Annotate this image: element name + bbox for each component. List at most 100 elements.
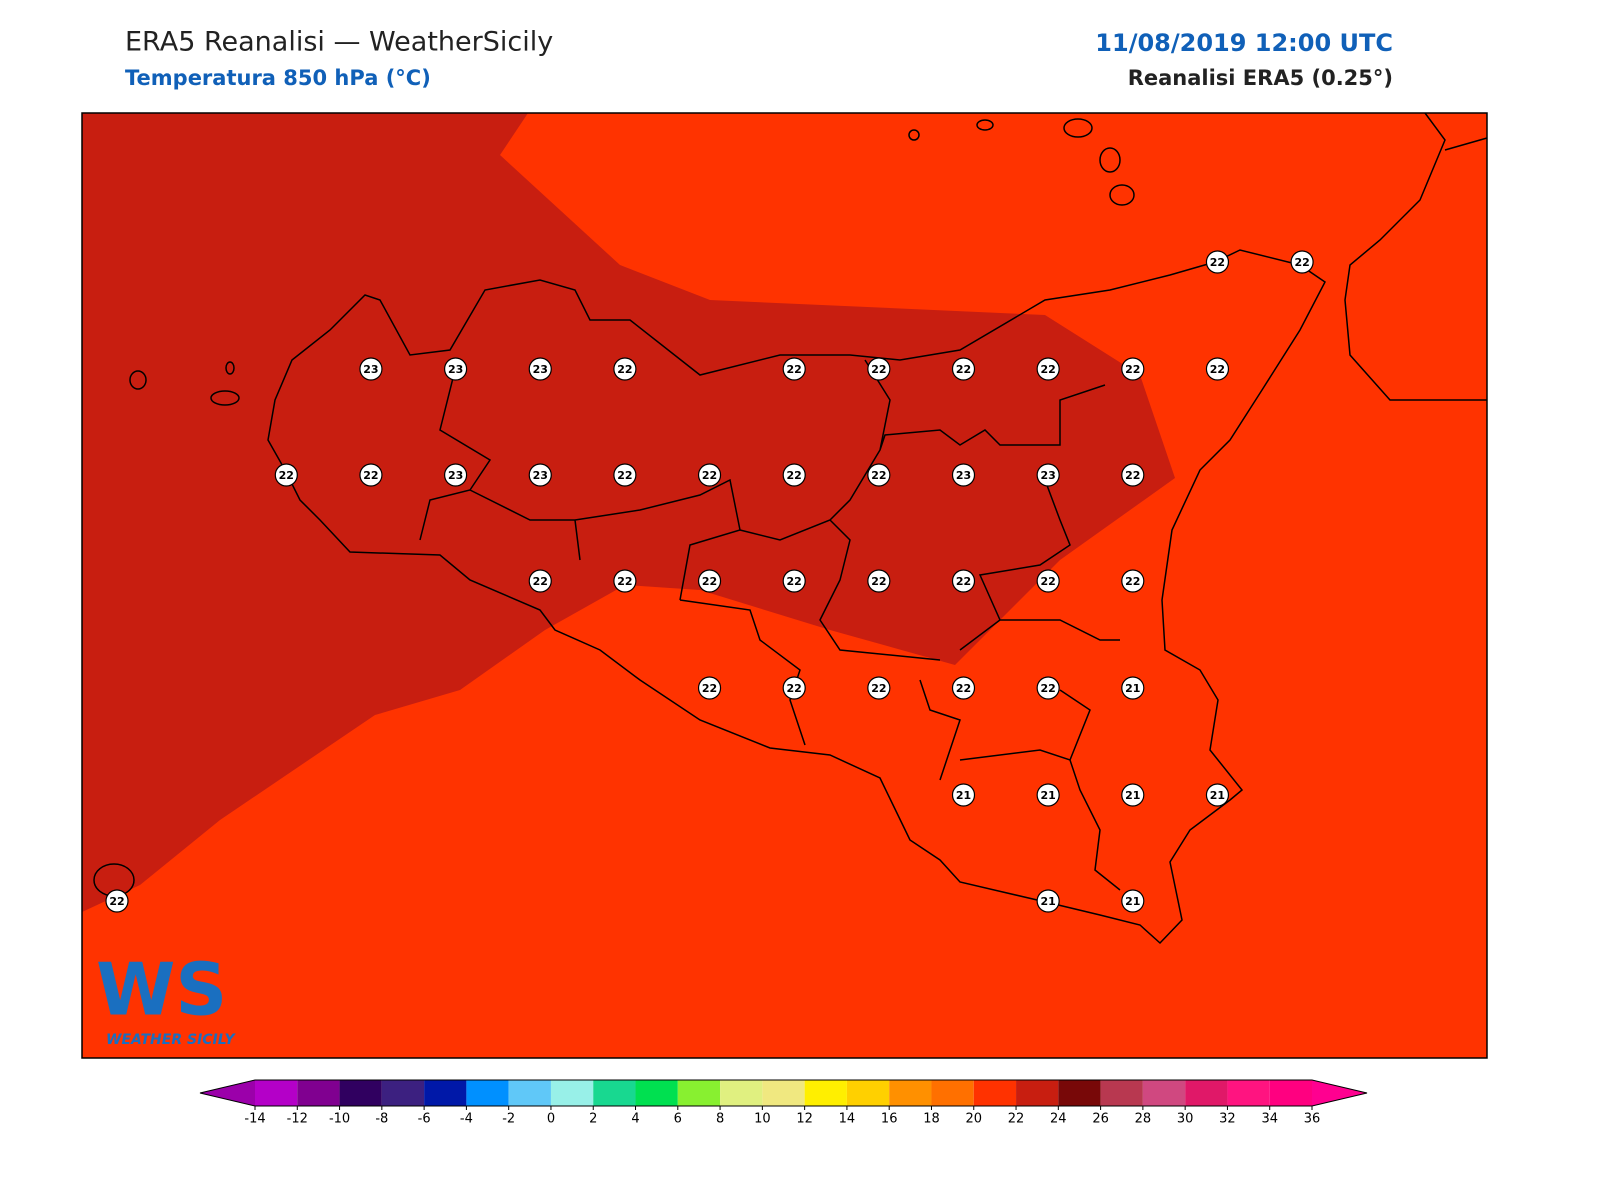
station-marker xyxy=(951,357,976,381)
station-marker xyxy=(1036,569,1060,593)
station-marker xyxy=(274,463,298,487)
station-value: 22 xyxy=(871,469,886,482)
colorbar-tick-label: -10 xyxy=(329,1112,350,1127)
station-marker xyxy=(528,463,552,487)
station-value: 22 xyxy=(1125,363,1140,376)
colorbar-tick-label: 30 xyxy=(1177,1112,1194,1127)
station-value: 22 xyxy=(1294,256,1309,269)
colorbar-tick-label: 34 xyxy=(1261,1112,1278,1127)
station-marker xyxy=(951,676,976,700)
map: 22 22 23 23 23 22 22 22 22 22 22 22 22 22 23 23 22 22 22 22… xyxy=(81,112,1488,1059)
colorbar-tick-label: 36 xyxy=(1304,1112,1321,1127)
colorbar-box xyxy=(1142,1080,1186,1106)
station-marker xyxy=(1121,889,1145,913)
station-value: 22 xyxy=(787,682,802,695)
station-marker xyxy=(1036,357,1060,381)
station-marker xyxy=(697,569,722,593)
colorbar-box xyxy=(339,1080,382,1106)
station-value: 23 xyxy=(956,469,971,482)
station-value: 21 xyxy=(1040,895,1055,908)
station-value: 23 xyxy=(448,363,463,376)
station-marker xyxy=(105,889,129,913)
calabria-coast xyxy=(1344,112,1488,401)
station-marker xyxy=(1205,250,1230,274)
colorbar-tick-label: -6 xyxy=(418,1112,431,1127)
colorbar-tick-label: 2 xyxy=(589,1112,597,1127)
colorbar-tick-label: 24 xyxy=(1050,1112,1067,1127)
station-value: 22 xyxy=(871,575,886,588)
station-marker xyxy=(697,463,722,487)
station-marker xyxy=(867,463,891,487)
colorbar-box xyxy=(846,1080,890,1106)
colorbar-box xyxy=(1016,1080,1059,1106)
source: Reanalisi ERA5 (0.25°) xyxy=(1128,66,1393,90)
station-marker xyxy=(951,569,976,593)
station-value: 22 xyxy=(1125,469,1140,482)
colorbar-tick-label: 16 xyxy=(881,1112,898,1127)
station-marker xyxy=(867,569,891,593)
colorbar-tick-label: 26 xyxy=(1092,1112,1109,1127)
station-marker xyxy=(528,357,552,381)
colorbar-box xyxy=(1269,1080,1312,1106)
station-value: 23 xyxy=(1040,469,1055,482)
station-value: 22 xyxy=(533,575,548,588)
station-value: 21 xyxy=(1125,682,1140,695)
colorbar-tick-label: 6 xyxy=(674,1112,682,1127)
logo: WS WEATHER SICILY xyxy=(96,948,237,1048)
station-value: 21 xyxy=(1125,789,1140,802)
date: 11/08/2019 12:00 UTC xyxy=(1095,29,1393,57)
map-frame xyxy=(81,112,1488,1059)
station-value: 22 xyxy=(702,469,717,482)
colorbar-box xyxy=(720,1080,763,1106)
station-marker xyxy=(1036,783,1060,807)
colorbar-box xyxy=(973,1080,1017,1106)
station-value: 22 xyxy=(617,363,632,376)
station-value: 22 xyxy=(871,363,886,376)
station-marker xyxy=(613,569,637,593)
station-marker xyxy=(951,783,976,807)
colorbar-box xyxy=(466,1080,509,1106)
station-value: 22 xyxy=(363,469,378,482)
colorbar-box xyxy=(762,1080,805,1106)
colorbar-box xyxy=(1100,1080,1143,1106)
colorbar-tick-label: 4 xyxy=(631,1112,639,1127)
station-value: 22 xyxy=(1040,575,1055,588)
colorbar-box xyxy=(508,1080,551,1106)
station-value: 21 xyxy=(1040,789,1055,802)
colorbar-tick-label: 12 xyxy=(796,1112,813,1127)
station-value: 22 xyxy=(109,895,124,908)
station-value: 22 xyxy=(702,575,717,588)
station-marker xyxy=(1290,250,1314,274)
station-value: 22 xyxy=(1125,575,1140,588)
station-marker xyxy=(613,463,637,487)
station-value: 21 xyxy=(1210,789,1225,802)
colorbar-box xyxy=(1185,1080,1228,1106)
colorbar-box xyxy=(381,1080,425,1106)
province-borders xyxy=(419,359,1121,891)
subtitle: Temperatura 850 hPa (°C) xyxy=(125,66,431,90)
station-marker xyxy=(867,676,891,700)
station-marker xyxy=(359,357,383,381)
title: ERA5 Reanalisi — WeatherSicily xyxy=(125,27,553,58)
colorbar-tick-label: 28 xyxy=(1135,1112,1152,1127)
station-value: 22 xyxy=(702,682,717,695)
colorbar-tick-label: 10 xyxy=(754,1112,771,1127)
station-value: 21 xyxy=(956,789,971,802)
station-value: 22 xyxy=(787,363,802,376)
station-marker xyxy=(444,357,468,381)
colorbar-tick-label: 32 xyxy=(1219,1112,1236,1127)
station-value: 22 xyxy=(1210,363,1225,376)
station-marker xyxy=(1205,783,1230,807)
station-value: 22 xyxy=(1040,682,1055,695)
station-value: 22 xyxy=(956,575,971,588)
colorbar-tick-label: 20 xyxy=(965,1112,982,1127)
colorbar: -14 -12 -10 -8 -6 -4 -2 0 2 4 6 8 10 12 14 16 18 20 22 24 26… xyxy=(199,1079,1368,1127)
colorbar-tick-label: 14 xyxy=(839,1112,856,1127)
station-marker xyxy=(1205,357,1230,381)
coastline xyxy=(267,249,1326,945)
colorbar-box xyxy=(931,1080,974,1106)
islands xyxy=(93,118,1135,897)
station-value: 22 xyxy=(617,469,632,482)
station-marker xyxy=(1036,463,1060,487)
station-value: 22 xyxy=(787,575,802,588)
